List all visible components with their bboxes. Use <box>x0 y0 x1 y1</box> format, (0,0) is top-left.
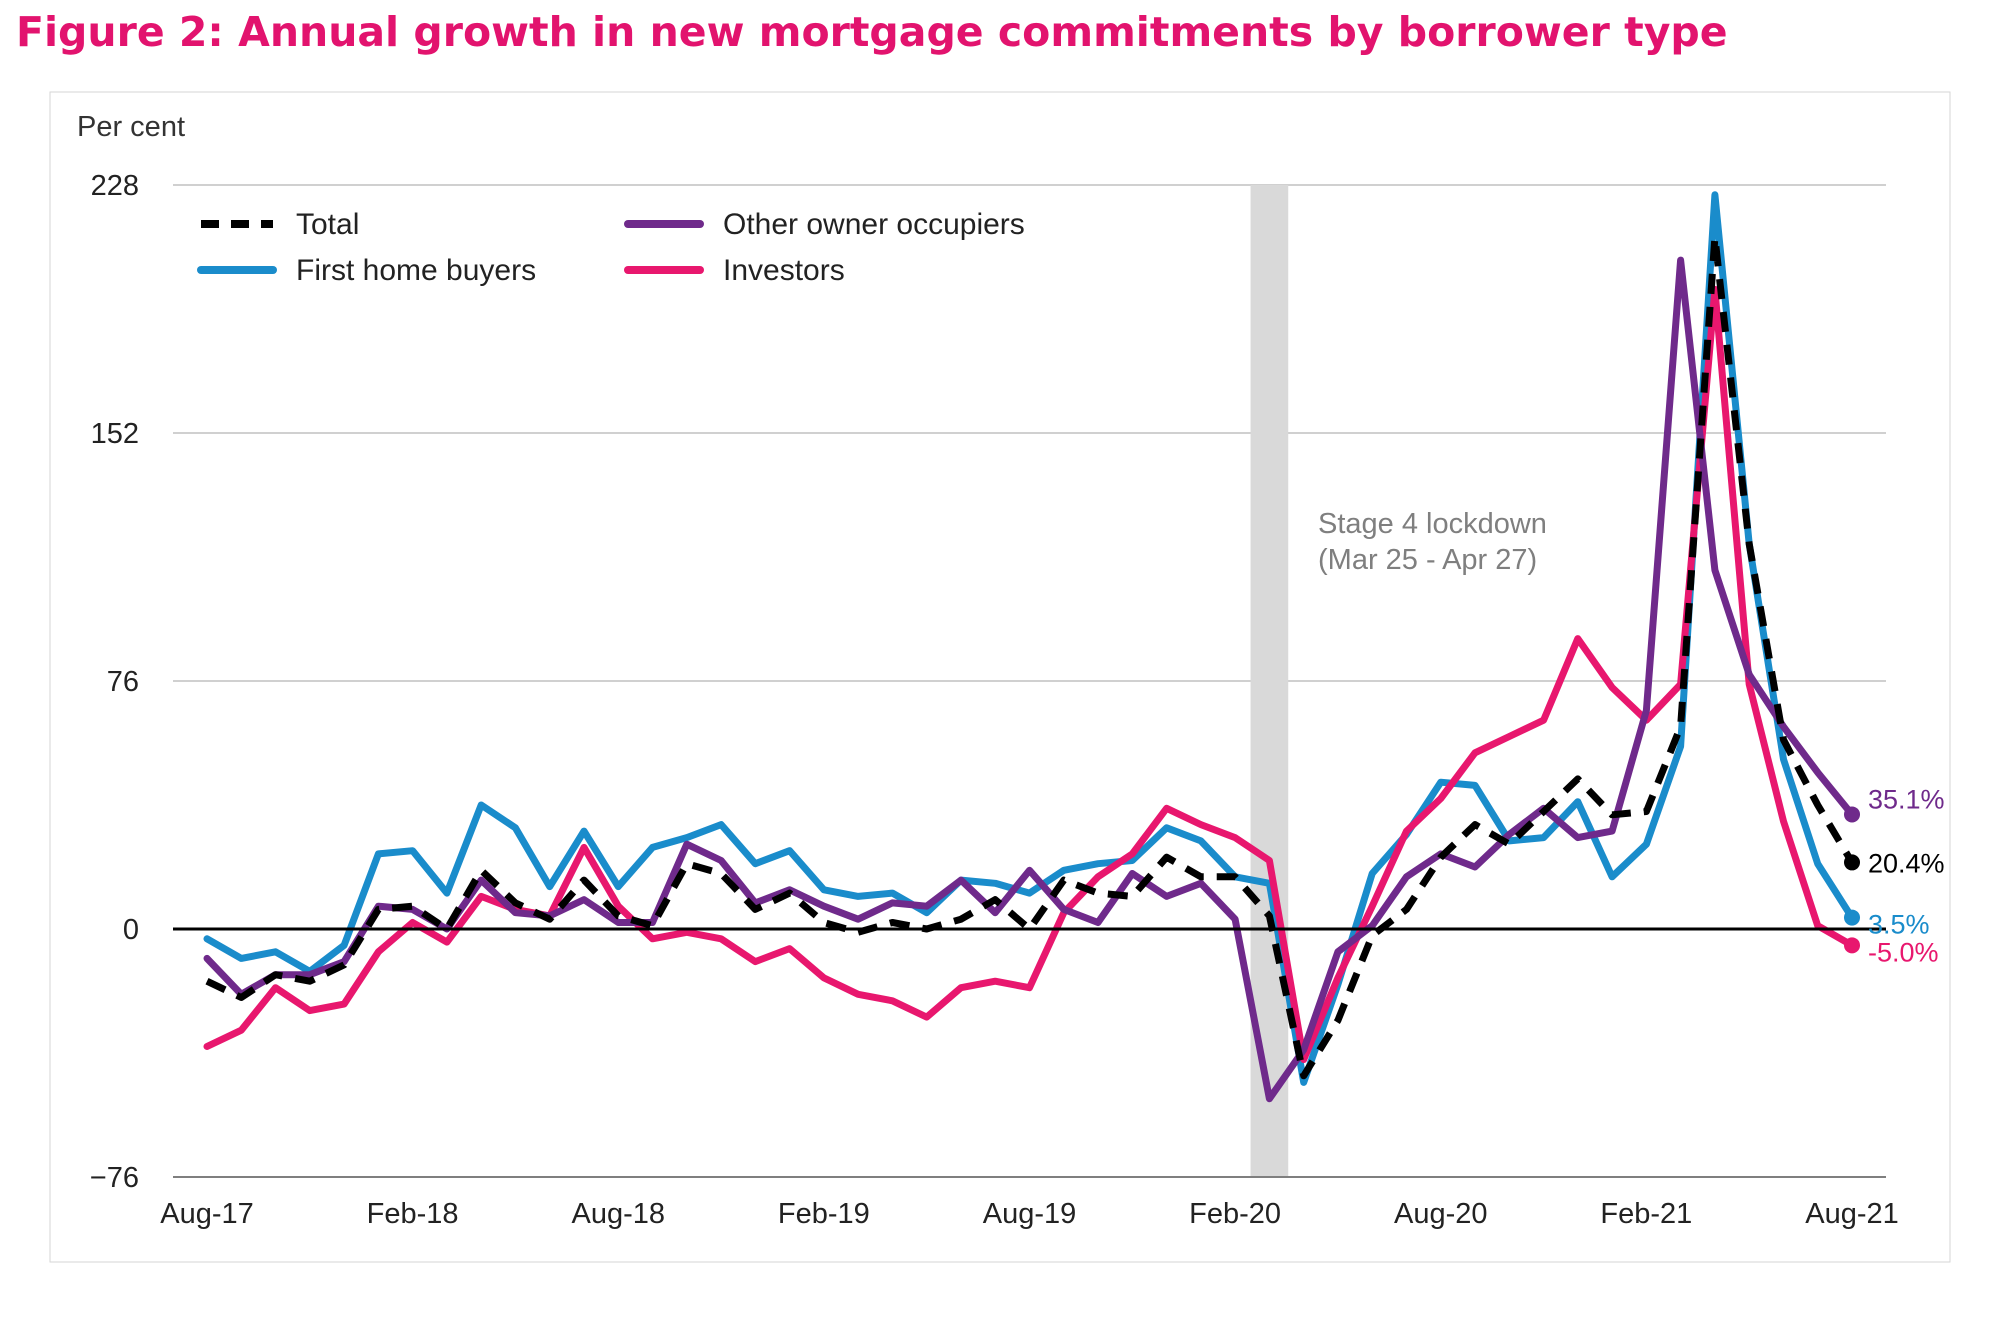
series-line-first-home-buyers <box>203 191 1856 1086</box>
legend-label: Investors <box>723 254 845 287</box>
y-tick-label: 152 <box>91 418 139 450</box>
lockdown-shading <box>1250 185 1289 1177</box>
legend-label: First home buyers <box>296 254 536 287</box>
x-tick-label: Feb-21 <box>1600 1198 1692 1230</box>
chart-frame <box>49 91 1951 1263</box>
end-point-marker <box>1844 937 1860 954</box>
series-line-investors <box>203 285 1856 1063</box>
legend-label: Total <box>296 208 359 241</box>
y-tick-label: 76 <box>107 666 139 698</box>
figure-title: Figure 2: Annual growth in new mortgage … <box>16 8 1728 56</box>
series-line-total <box>205 233 1856 1080</box>
series-line-other-owner-occupiers <box>203 256 1856 1103</box>
gridlines <box>173 184 1886 682</box>
x-tick-labels: Aug-17 Feb-18 Aug-18 Feb-19 Aug-19 Feb-20 Aug-… <box>160 1198 1899 1230</box>
y-axis-label: Per cent <box>77 111 185 143</box>
x-tick-label: Feb-19 <box>778 1198 870 1230</box>
legend-label: Other owner occupiers <box>723 208 1025 241</box>
end-value-label: -5.0% <box>1868 937 1939 967</box>
y-tick-label: 0 <box>123 914 139 946</box>
end-point-marker <box>1844 909 1860 926</box>
end-point-marker <box>1844 854 1860 871</box>
end-value-label: 35.1% <box>1868 784 1945 814</box>
end-value-label: 3.5% <box>1868 910 1930 940</box>
x-tick-label: Feb-20 <box>1189 1198 1281 1230</box>
annotation-line-2: (Mar 25 - Apr 27) <box>1318 544 1537 576</box>
legend: Total Other owner occupiers First home buy… <box>197 208 1025 287</box>
x-tick-label: Aug-17 <box>160 1198 254 1230</box>
end-point-marker <box>1844 806 1860 823</box>
end-markers: 20.4% 3.5% 35.1% -5.0% <box>1844 784 1945 967</box>
end-value-label: 20.4% <box>1868 848 1945 878</box>
x-tick-label: Aug-18 <box>571 1198 665 1230</box>
y-tick-labels: 228 152 76 0 −76 <box>90 170 139 1194</box>
y-tick-label: −76 <box>90 1162 139 1194</box>
x-tick-label: Aug-20 <box>1394 1198 1488 1230</box>
x-tick-label: Feb-18 <box>367 1198 459 1230</box>
x-tick-label: Aug-21 <box>1805 1198 1899 1230</box>
annotation-group: Stage 4 lockdown (Mar 25 - Apr 27) <box>1318 508 1547 576</box>
annotation-line-1: Stage 4 lockdown <box>1318 508 1547 540</box>
series-lines <box>203 191 1856 1103</box>
y-tick-label: 228 <box>91 170 139 202</box>
x-tick-label: Aug-19 <box>983 1198 1077 1230</box>
